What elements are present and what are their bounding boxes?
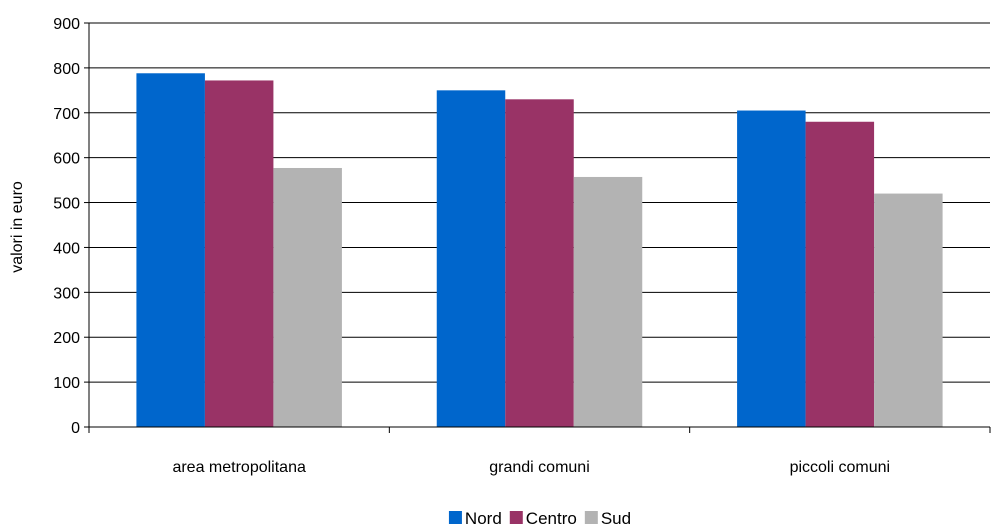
category-label: area metropolitana: [172, 459, 306, 476]
y-tick-label: 0: [71, 420, 80, 437]
y-tick-labels: 0 100 200 300 400 500 600 700 800 900: [53, 16, 80, 437]
legend-item: Nord: [448, 509, 502, 528]
y-tick-label: 700: [53, 106, 80, 123]
y-tick-label: 300: [53, 285, 80, 302]
bar-centro-0: [204, 80, 274, 428]
bar-sud-0: [273, 167, 342, 428]
bar-sud-1: [573, 176, 643, 427]
category-labels: area metropolitana grandi comuni piccoli c…: [172, 459, 890, 476]
bar-sud-2: [874, 193, 943, 427]
y-tick-label: 800: [53, 61, 80, 78]
legend-label: Nord: [465, 509, 502, 528]
legend-item: Centro: [509, 509, 577, 528]
category-label: grandi comuni: [489, 459, 590, 476]
legend-label: Centro: [526, 509, 577, 528]
legend: Nord Centro Sud: [448, 509, 631, 528]
legend-item: Sud: [584, 509, 631, 528]
axes: [84, 22, 991, 433]
bar-nord-0: [136, 73, 205, 427]
legend-swatch: [448, 511, 462, 524]
bar-nord-1: [436, 90, 506, 427]
bar-nord-2: [737, 110, 806, 428]
y-tick-label: 500: [53, 196, 80, 213]
legend-swatch: [509, 511, 523, 524]
y-tick-label: 600: [53, 151, 80, 168]
bars: [136, 73, 943, 428]
y-tick-label: 200: [53, 330, 80, 347]
y-tick-label: 400: [53, 240, 80, 257]
y-axis-title: valori in euro: [9, 181, 26, 273]
bar-centro-1: [505, 99, 574, 428]
legend-swatch: [584, 511, 598, 524]
y-tick-label: 100: [53, 375, 80, 392]
category-label: piccoli comuni: [790, 459, 890, 476]
y-tick-label: 900: [53, 16, 80, 33]
legend-label: Sud: [601, 509, 631, 528]
bar-centro-2: [805, 121, 875, 427]
